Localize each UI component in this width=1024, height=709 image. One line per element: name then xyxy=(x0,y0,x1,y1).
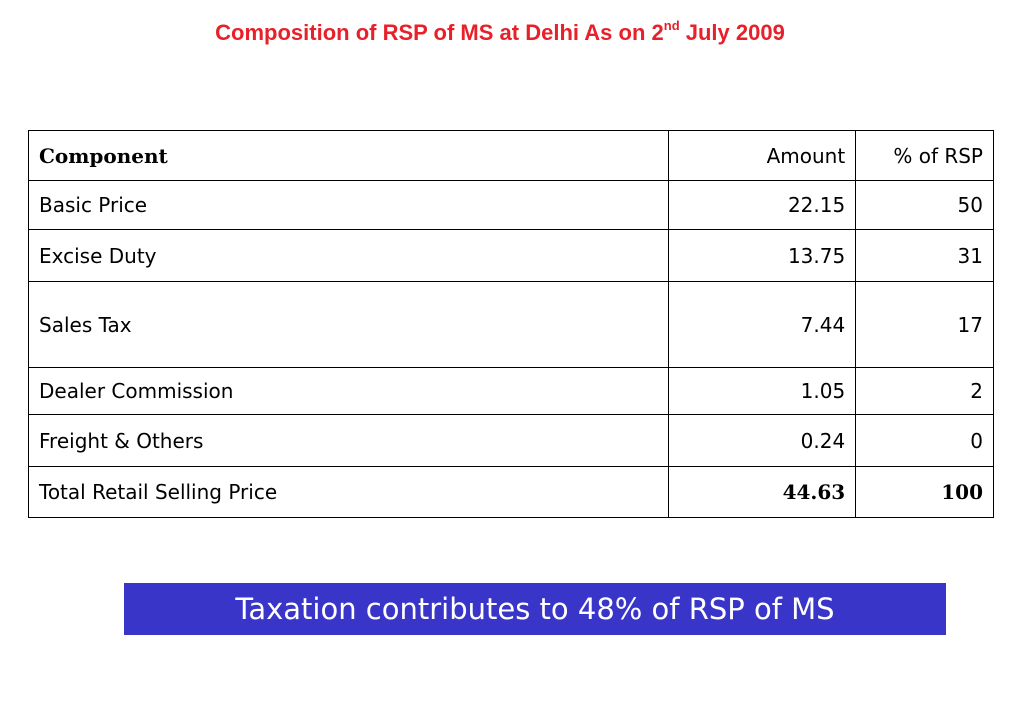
table-row: Dealer Commission 1.05 2 xyxy=(27,367,994,415)
title-main: Composition of RSP of MS at Delhi As on … xyxy=(215,20,664,45)
row-percent: 0 xyxy=(855,414,994,467)
page-title: Composition of RSP of MS at Delhi As on … xyxy=(0,18,1000,48)
table-header-row: Component Amount % of RSP xyxy=(27,130,994,181)
row-percent: 31 xyxy=(855,229,994,282)
row-component: Dealer Commission xyxy=(27,367,670,415)
total-percent: 100 xyxy=(855,466,994,518)
row-component: Excise Duty xyxy=(27,229,670,282)
table-row: Basic Price 22.15 50 xyxy=(27,180,994,230)
header-percent: % of RSP xyxy=(855,130,994,181)
row-percent: 50 xyxy=(855,180,994,230)
row-percent: 17 xyxy=(855,281,994,368)
row-amount: 0.24 xyxy=(668,414,857,467)
row-percent: 2 xyxy=(855,367,994,415)
row-component: Basic Price xyxy=(27,180,670,230)
header-amount: Amount xyxy=(668,130,857,181)
title-superscript: nd xyxy=(663,17,680,33)
table-row: Freight & Others 0.24 0 xyxy=(27,414,994,467)
header-component: Component xyxy=(27,130,670,181)
title-tail: July 2009 xyxy=(679,20,785,45)
total-amount: 44.63 xyxy=(668,466,857,518)
table-total-row: Total Retail Selling Price 44.63 100 xyxy=(27,466,994,518)
row-amount: 22.15 xyxy=(668,180,857,230)
row-amount: 1.05 xyxy=(668,367,857,415)
table-row: Sales Tax 7.44 17 xyxy=(27,281,994,368)
total-label: Total Retail Selling Price xyxy=(27,466,670,518)
rsp-composition-table: Component Amount % of RSP Basic Price 22… xyxy=(27,130,994,518)
row-component: Freight & Others xyxy=(27,414,670,467)
row-amount: 7.44 xyxy=(668,281,857,368)
taxation-banner: Taxation contributes to 48% of RSP of MS xyxy=(124,583,946,635)
row-component: Sales Tax xyxy=(27,281,670,368)
table-row: Excise Duty 13.75 31 xyxy=(27,229,994,282)
row-amount: 13.75 xyxy=(668,229,857,282)
